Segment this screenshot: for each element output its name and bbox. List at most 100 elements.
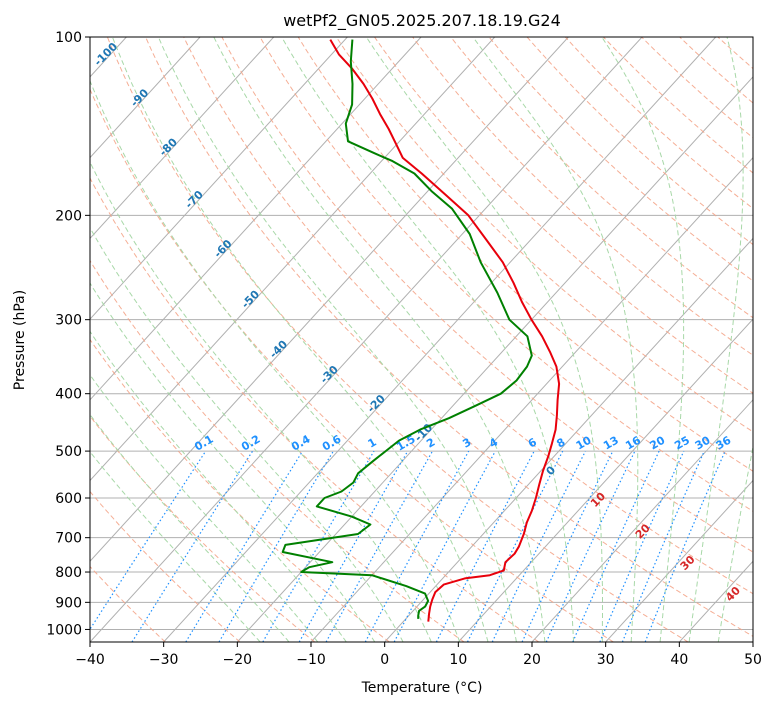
dry-adiabat-label: -50 <box>239 288 262 311</box>
dry-adiabat-line <box>145 37 753 637</box>
mixing-ratio-label: 25 <box>672 434 692 453</box>
dewpoint-profile-line <box>281 39 533 619</box>
moist-adiabats <box>90 37 753 642</box>
isotherm-line <box>90 37 201 159</box>
dry-adiabat-label: -20 <box>365 392 388 415</box>
x-tick-label: 10 <box>449 652 467 668</box>
moist-adiabat-line <box>90 450 261 642</box>
moist-adiabat-line <box>90 374 319 642</box>
mixing-ratio-label: 0.4 <box>289 432 313 453</box>
dry-adiabat-line <box>412 37 753 356</box>
mixing-ratio-line <box>262 450 375 642</box>
dry-adiabat-line <box>756 37 775 642</box>
dry-adiabat-line <box>679 37 753 104</box>
x-tick-label: 0 <box>380 652 389 668</box>
mixing-ratio-line <box>218 450 334 642</box>
isotherm-line <box>384 237 753 642</box>
isobar-grid <box>90 37 753 630</box>
y-tick-label: 400 <box>55 387 82 403</box>
y-tick-label: 300 <box>55 313 82 329</box>
x-tick-label: −10 <box>296 652 326 668</box>
dry-adiabat-label: -30 <box>318 363 341 386</box>
isotherm-line <box>236 76 753 642</box>
isotherm-grid <box>90 37 753 642</box>
mixing-ratio-line <box>621 450 705 642</box>
moist-adiabat-line <box>717 444 753 642</box>
mixing-ratio-label: 0.2 <box>239 433 262 454</box>
isotherm-line <box>531 399 753 642</box>
dry-adiabat-line <box>183 37 753 595</box>
dry-adiabat-label: -40 <box>267 338 290 361</box>
plot-frame <box>89 36 754 643</box>
mixing-ratio-label: 20 <box>648 433 668 452</box>
dry-adiabat-line <box>90 565 166 642</box>
dry-adiabat-line <box>641 37 753 139</box>
dry-adiabat-label: -60 <box>211 237 234 260</box>
moist-adiabat-line <box>90 161 432 642</box>
dry-adiabat-line <box>90 338 390 642</box>
mixing-ratio-lines <box>90 450 726 642</box>
x-tick-label: −20 <box>223 652 253 668</box>
isotherm-line <box>457 318 753 642</box>
moist-adiabat-line <box>90 282 376 642</box>
moist-adiabat-line <box>601 37 685 642</box>
y-tick-label: 800 <box>55 565 82 581</box>
mixing-ratio-label: 0.1 <box>192 433 215 454</box>
mixing-ratio-label: 3 <box>460 436 473 451</box>
isotherm-line <box>90 37 643 642</box>
dry-adiabat-line <box>335 37 753 433</box>
mixing-ratio-label: 6 <box>526 435 539 450</box>
isotherm-line <box>90 37 348 320</box>
temperature-profile-line <box>329 39 561 622</box>
mixing-ratio-line <box>599 450 685 642</box>
x-tick-label: 20 <box>523 652 541 668</box>
y-axis-ticks: 1000 900 800 700 600 500 400 300 200 100 <box>46 30 90 638</box>
mixing-ratio-line <box>466 450 564 642</box>
x-tick-label: −40 <box>75 652 105 668</box>
isotherm-line <box>90 37 569 563</box>
dry-adiabat-label: -70 <box>183 188 206 211</box>
dry-adiabat-line <box>564 37 753 210</box>
mixing-ratio-line <box>393 450 496 642</box>
moist-adiabat-line <box>157 37 517 642</box>
dry-adiabat-line <box>90 259 465 642</box>
moist-adiabat-label: 40 <box>723 584 743 604</box>
mixing-ratio-label: 0.6 <box>320 432 344 453</box>
mixing-ratio-label: 13 <box>601 434 621 453</box>
isotherm-line <box>90 37 275 240</box>
mixing-ratio-line <box>90 450 207 631</box>
dry-adiabats <box>90 37 775 642</box>
dry-adiabat-line <box>259 37 753 512</box>
dry-adiabat-line <box>106 37 689 642</box>
dry-adiabat-label: -80 <box>157 135 180 158</box>
moist-adiabat-line <box>365 37 603 642</box>
x-axis-ticks: −40 −30 −20 −10 0 10 20 30 40 50 <box>75 642 762 668</box>
isotherm-line <box>678 560 753 642</box>
y-tick-label: 900 <box>55 595 82 611</box>
y-tick-label: 200 <box>55 208 82 224</box>
mixing-ratio-line <box>545 450 636 642</box>
dry-adiabat-line <box>297 37 753 472</box>
y-tick-label: 100 <box>55 30 82 46</box>
mixing-ratio-line <box>325 450 434 642</box>
mixing-ratio-line <box>491 450 586 642</box>
x-tick-label: 40 <box>670 652 688 668</box>
mixing-ratio-label: 30 <box>693 433 713 452</box>
mixing-ratio-line <box>644 450 726 642</box>
y-tick-label: 700 <box>55 531 82 547</box>
moist-adiabat-line <box>688 37 744 642</box>
mixing-ratio-line <box>572 450 660 642</box>
mixing-ratio-label: 10 <box>574 433 594 452</box>
isotherm-line <box>310 156 753 642</box>
dry-adiabat-label: -90 <box>128 86 151 109</box>
dry-adiabat-line <box>90 415 316 642</box>
dry-adiabat-line <box>90 177 540 642</box>
moist-adiabat-line <box>281 37 575 642</box>
y-tick-label: 500 <box>55 444 82 460</box>
isotherm-line <box>605 479 753 642</box>
x-axis-title: Temperature (°C) <box>361 680 483 696</box>
x-tick-label: 30 <box>597 652 615 668</box>
moist-adiabat-line <box>90 413 290 642</box>
moist-adiabat-line <box>90 226 404 642</box>
